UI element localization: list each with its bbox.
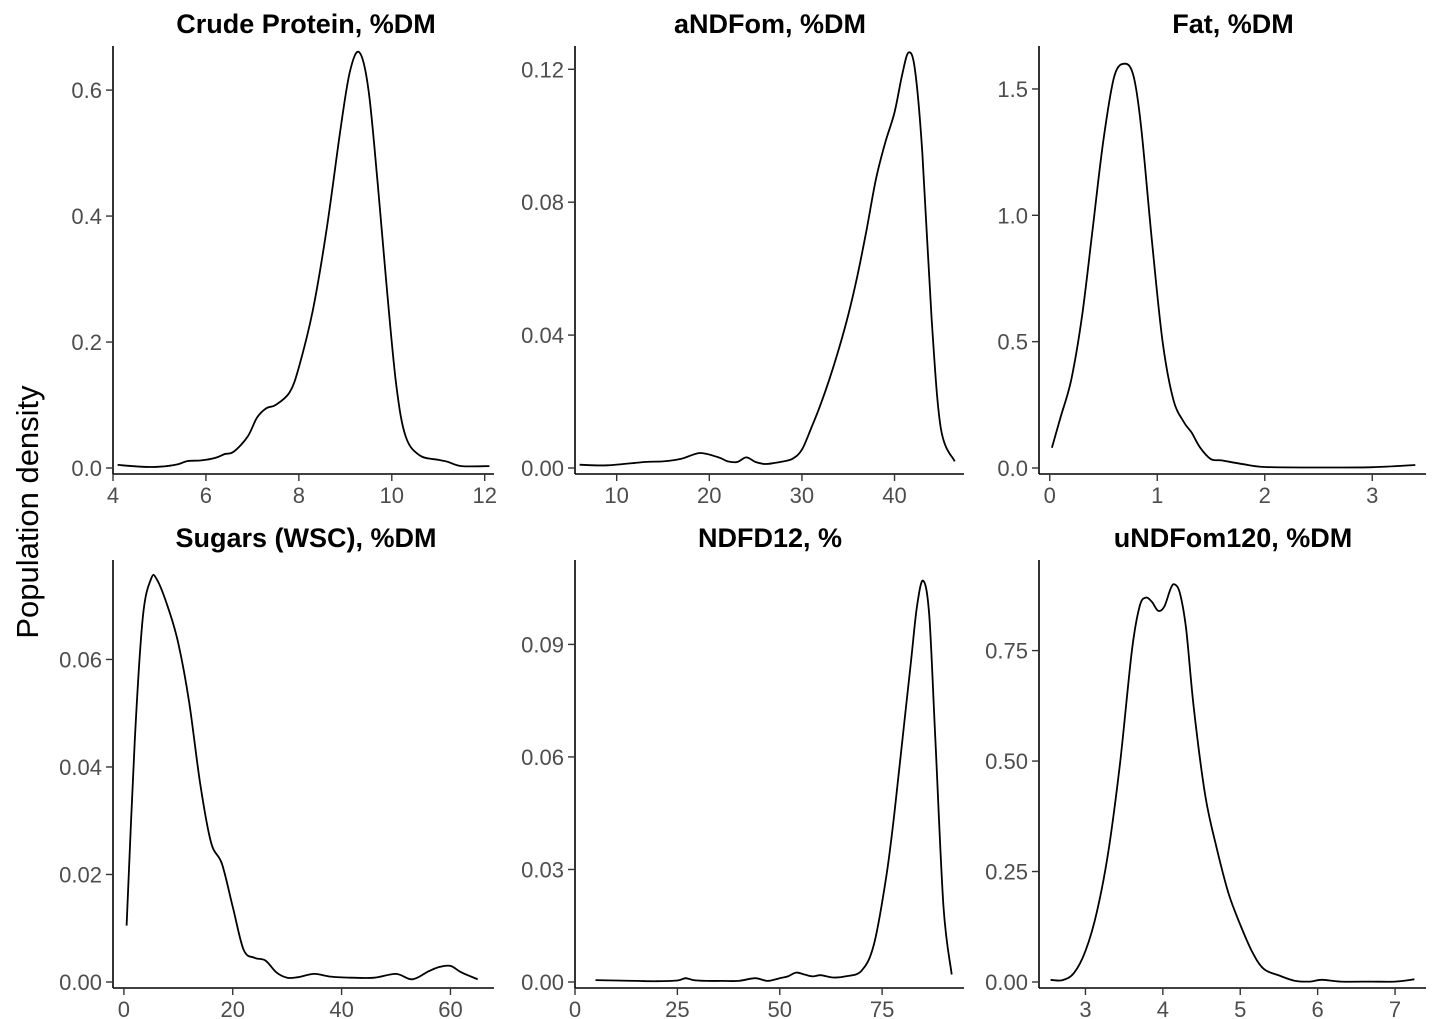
y-tick-label: 1.5 [997, 77, 1028, 102]
x-tick-label: 1 [1151, 483, 1163, 508]
density-curve [579, 51, 956, 467]
y-tick-label: 0.00 [521, 456, 564, 481]
x-tick-label: 2 [1259, 483, 1271, 508]
x-tick-label: 10 [380, 483, 404, 508]
x-tick-label: 3 [1079, 997, 1091, 1019]
x-tick-label: 60 [438, 997, 462, 1019]
x-tick-label: 12 [472, 483, 496, 508]
panel-1: Crude Protein, %DM 0.0 0.2 0.4 0.6 4 6 8 10 12 [71, 9, 497, 508]
x-tick-label: 10 [604, 483, 628, 508]
y-tick-label: 0.6 [71, 78, 102, 103]
y-tick-label: 0.09 [521, 632, 564, 657]
y-tick-label: 0.0 [71, 456, 102, 481]
x-tick-label: 5 [1234, 997, 1246, 1019]
y-tick-label: 0.08 [521, 190, 564, 215]
y-tick-label: 0.5 [997, 330, 1028, 355]
x-tick-label: 4 [1157, 997, 1169, 1019]
y-tick-label: 0.02 [59, 862, 102, 887]
x-tick-label: 40 [882, 483, 906, 508]
y-tick-label: 0.4 [71, 204, 102, 229]
x-tick-label: 75 [870, 997, 894, 1019]
y-axis-title: Population density [10, 385, 45, 639]
x-tick-label: 30 [790, 483, 814, 508]
panel-6: uNDFom120, %DM 0.00 0.25 0.50 0.75 3 4 5 6 7 [985, 523, 1426, 1019]
x-tick-label: 3 [1366, 483, 1378, 508]
y-tick-label: 0.50 [985, 749, 1028, 774]
y-tick-label: 0.75 [985, 639, 1028, 664]
y-tick-label: 1.0 [997, 203, 1028, 228]
panel-3: Fat, %DM 0.0 0.5 1.0 1.5 0 1 2 3 [997, 9, 1426, 508]
x-tick-label: 0 [1044, 483, 1056, 508]
y-tick-label: 0.2 [71, 330, 102, 355]
panel-title: Fat, %DM [1172, 9, 1294, 39]
x-tick-label: 6 [200, 483, 212, 508]
x-tick-label: 0 [569, 997, 581, 1019]
x-tick-label: 8 [293, 483, 305, 508]
x-tick-label: 50 [767, 997, 791, 1019]
x-tick-label: 0 [118, 997, 130, 1019]
panel-4: Sugars (WSC), %DM 0.00 0.02 0.04 0.06 0 20 40 60 [59, 523, 494, 1019]
panel-title: aNDFom, %DM [674, 9, 866, 39]
panel-title: NDFD12, % [698, 523, 842, 553]
y-tick-label: 0.06 [521, 745, 564, 770]
density-curve [125, 573, 479, 981]
panel-title: Crude Protein, %DM [176, 9, 436, 39]
y-tick-label: 0.00 [59, 970, 102, 995]
density-curve [117, 50, 490, 468]
density-curve [1050, 583, 1415, 983]
y-tick-label: 0.00 [985, 970, 1028, 995]
y-tick-label: 0.00 [521, 970, 564, 995]
y-tick-label: 0.12 [521, 57, 564, 82]
x-tick-label: 20 [221, 997, 245, 1019]
y-tick-label: 0.06 [59, 647, 102, 672]
y-tick-label: 0.04 [521, 323, 564, 348]
x-tick-label: 4 [107, 483, 119, 508]
density-curve [595, 579, 953, 983]
y-tick-label: 0.03 [521, 857, 564, 882]
x-tick-label: 6 [1312, 997, 1324, 1019]
panel-title: uNDFom120, %DM [1114, 523, 1353, 553]
panel-title: Sugars (WSC), %DM [175, 523, 436, 553]
panel-2: aNDFom, %DM 0.00 0.04 0.08 0.12 10 20 30 40 [521, 9, 964, 508]
y-tick-label: 0.0 [997, 456, 1028, 481]
y-tick-label: 0.04 [59, 755, 102, 780]
x-tick-label: 7 [1389, 997, 1401, 1019]
y-tick-label: 0.25 [985, 860, 1028, 885]
panels: Crude Protein, %DM0.00.20.40.64 6 8 10 12aND… [59, 9, 1426, 1019]
x-tick-label: 20 [697, 483, 721, 508]
x-tick-label: 40 [329, 997, 353, 1019]
panel-5: NDFD12, % 0.00 0.03 0.06 0.09 0 25 50 75 [521, 523, 964, 1019]
x-tick-label: 25 [665, 997, 689, 1019]
density-curve [1051, 62, 1416, 469]
